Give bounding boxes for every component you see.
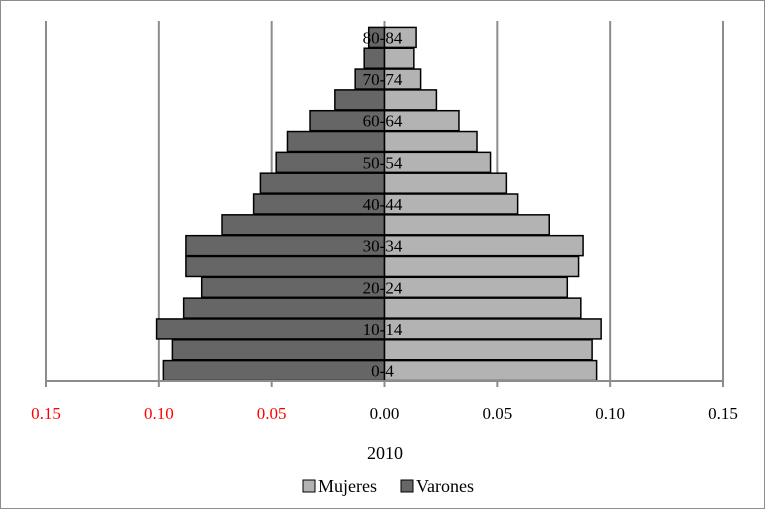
bar-varones [259,172,386,194]
legend: Mujeres Varones [302,476,474,496]
bar-mujeres [383,297,582,319]
axes [45,380,724,387]
legend-swatch-varones [400,479,414,493]
x-tick-label: 0.15 [31,404,61,423]
category-label: 80-84 [363,28,403,47]
bar-mujeres [383,234,584,257]
bar-mujeres [383,359,598,382]
bar-mujeres [383,26,417,49]
bar-mujeres [383,276,569,299]
bar-varones [221,214,386,236]
category-label: 50-54 [363,153,403,172]
bar-varones [286,130,386,153]
x-tick-labels: 0.15 0.10 0.05 0.00 0.05 0.10 0.15 [31,404,738,423]
legend-label-mujeres: Mujeres [318,476,377,496]
bar-mujeres [383,89,438,111]
category-label: 10-14 [363,320,403,339]
bar-varones [185,255,386,278]
bars [155,26,602,382]
x-tick-label: 0.05 [482,404,512,423]
bar-varones [162,359,386,382]
bar-varones [363,47,386,69]
bar-mujeres [383,130,478,153]
x-tick-label: 0.10 [595,404,625,423]
bar-mujeres [383,109,460,132]
bar-mujeres [383,339,593,361]
bar-mujeres [383,68,422,90]
category-labels: 0-4 10-14 20-24 30-34 40-44 50-54 60-64 70-74 80… [363,28,403,380]
bar-mujeres [383,214,550,236]
bar-mujeres [383,193,519,215]
category-label: 40-44 [363,195,403,214]
x-tick-label: 0.10 [144,404,174,423]
bar-mujeres [383,172,508,194]
bar-varones [334,89,386,111]
legend-swatch-mujeres [302,479,316,493]
legend-label-varones: Varones [416,476,474,496]
x-tick-label: 0.15 [708,404,738,423]
category-label: 70-74 [363,70,403,89]
bar-mujeres [383,318,602,340]
category-label: 0-4 [371,362,394,381]
x-axis-label: 2010 [367,443,403,463]
category-label: 60-64 [363,112,403,131]
bar-varones [171,339,386,361]
bar-mujeres [383,255,580,278]
bar-varones [182,297,386,319]
x-tick-label: 0.05 [257,404,287,423]
bar-mujeres [383,47,415,69]
bar-varones [185,234,386,257]
bar-varones [200,276,386,299]
category-label: 20-24 [363,278,403,297]
x-tick-label: 0.00 [370,404,400,423]
bar-varones [155,318,386,340]
bar-mujeres [383,151,492,174]
category-label: 30-34 [363,237,403,256]
